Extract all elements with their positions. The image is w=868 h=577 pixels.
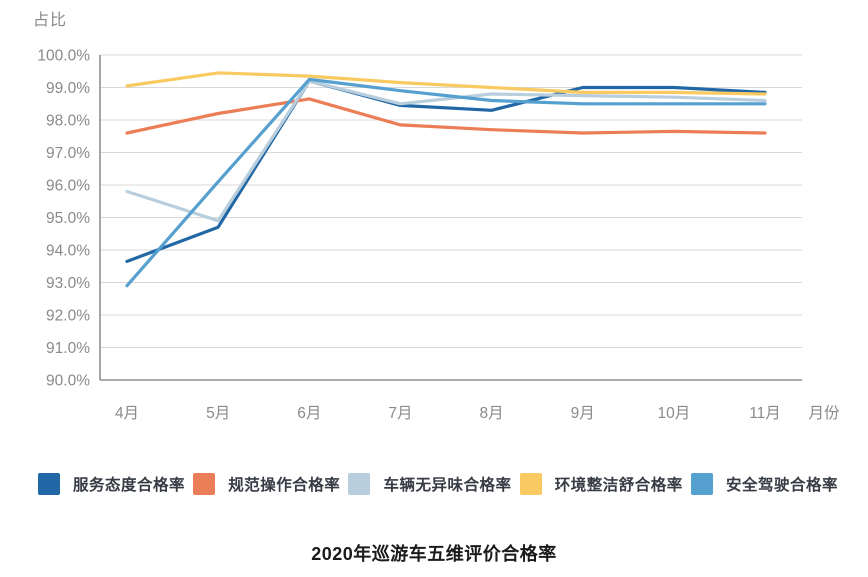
legend-label: 规范操作合格率	[228, 477, 341, 494]
x-tick-label: 4月	[115, 405, 139, 422]
y-tick-label: 90.0%	[46, 373, 90, 390]
series-line-0	[125, 79, 767, 263]
y-tick-label: 96.0%	[46, 178, 90, 195]
y-tick-label: 95.0%	[46, 210, 90, 227]
x-axis-title: 月份	[808, 404, 840, 422]
legend-item-0[interactable]: 服务态度合格率	[38, 473, 185, 495]
legend-swatch-icon	[348, 473, 371, 495]
x-tick-label: 11月	[749, 405, 781, 422]
legend-label: 安全驾驶合格率	[725, 477, 838, 494]
x-tick-label: 10月	[657, 405, 690, 422]
y-axis-title: 占比	[33, 12, 68, 29]
line-chart-svg: 100.0% 99.0% 98.0% 97.0% 96.0% 95.0% 94.0% 93.0…	[37, 48, 840, 423]
legend-label: 车辆无异味合格率	[383, 477, 512, 494]
legend-swatch-icon	[38, 473, 60, 495]
legend: 服务态度合格率 规范操作合格率 车辆无异味合格率 环境整洁舒合格率 安全驾驶合格率	[0, 464, 868, 504]
legend-label: 环境整洁舒合格率	[554, 477, 683, 494]
y-tick-label: 92.0%	[46, 308, 90, 325]
series-line-3	[125, 71, 767, 96]
legend-label: 服务态度合格率	[73, 477, 186, 494]
legend-item-4[interactable]: 安全驾驶合格率	[690, 473, 838, 495]
legend-item-3[interactable]: 环境整洁舒合格率	[519, 473, 683, 495]
y-tick-label: 98.0%	[46, 113, 90, 130]
x-tick-label: 7月	[388, 405, 412, 422]
series-line-1	[125, 97, 767, 135]
series-line-4	[125, 77, 767, 288]
y-tick-label: 94.0%	[46, 243, 90, 260]
chart-title: 2020年巡游车五维评价合格率	[311, 544, 557, 564]
x-tick-label: 9月	[571, 405, 595, 422]
x-tick-label: 6月	[297, 405, 321, 422]
legend-item-2[interactable]: 车辆无异味合格率	[348, 473, 511, 495]
series-line-2	[125, 79, 767, 223]
y-tick-label: 97.0%	[46, 145, 90, 162]
y-tick-label: 91.0%	[46, 340, 90, 357]
x-tick-label: 8月	[480, 405, 504, 422]
y-tick-label: 93.0%	[46, 275, 90, 292]
legend-swatch-icon	[519, 473, 542, 495]
x-tick-label: 5月	[206, 405, 230, 422]
y-tick-label: 99.0%	[46, 80, 90, 97]
legend-swatch-icon	[193, 473, 216, 495]
legend-swatch-icon	[690, 473, 713, 495]
y-tick-label: 100.0%	[37, 48, 90, 65]
legend-item-1[interactable]: 规范操作合格率	[193, 473, 340, 495]
